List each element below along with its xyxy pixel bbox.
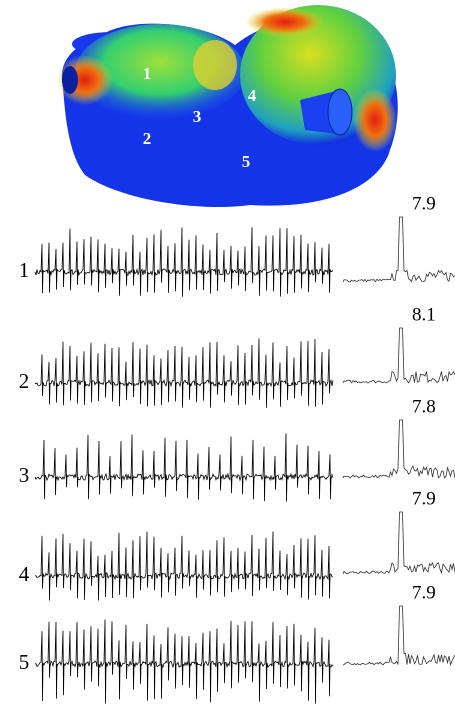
trace <box>34 227 334 297</box>
heart-label: 1 <box>143 64 152 83</box>
spectrum <box>342 605 455 667</box>
heart-label: 5 <box>242 152 251 171</box>
trace <box>34 531 334 601</box>
heart: 1 2 3 4 5 <box>57 5 398 207</box>
trace <box>34 433 334 502</box>
trace <box>34 338 334 408</box>
spectrum <box>342 511 455 575</box>
heart-label: 2 <box>143 129 152 148</box>
trace-label: 3 <box>19 463 30 487</box>
heart-label: 3 <box>193 107 202 126</box>
heart-label: 4 <box>248 86 257 105</box>
peak-label: 7.9 <box>412 488 436 509</box>
trace-label: 1 <box>19 258 30 282</box>
trace-label: 2 <box>19 369 30 393</box>
spectrum <box>342 216 455 283</box>
spectrum <box>342 327 455 384</box>
trace-label: 4 <box>19 562 30 586</box>
spectrum <box>342 419 455 479</box>
peak-label: 7.8 <box>412 396 436 417</box>
trace <box>34 619 334 704</box>
peak-label: 7.9 <box>412 193 436 214</box>
peak-label: 7.9 <box>412 582 436 603</box>
trace-label: 5 <box>19 650 30 674</box>
peak-label: 8.1 <box>412 304 436 325</box>
